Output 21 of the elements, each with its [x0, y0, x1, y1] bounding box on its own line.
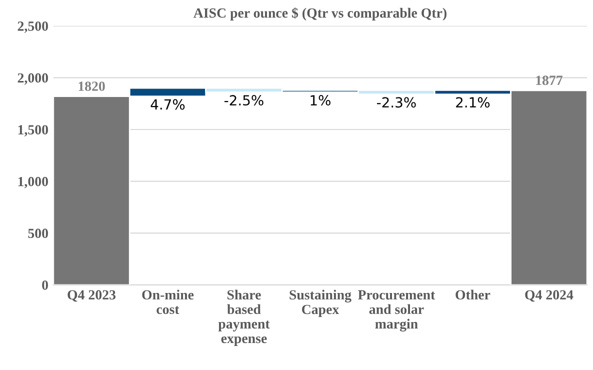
- y-tick-label: 1,000: [18, 176, 48, 188]
- chart-title: AISC per ounce $ (Qtr vs comparable Qtr): [193, 8, 446, 21]
- annotation: 1%: [310, 95, 330, 106]
- y-tick-label: 2,500: [18, 21, 48, 33]
- y-tick-label: 1,500: [18, 125, 48, 136]
- x-tick-label: Other: [456, 290, 490, 300]
- y-tick-label: 500: [28, 228, 48, 238]
- annotation: -2.3%: [376, 97, 416, 108]
- x-tick-label: Q4 2023: [68, 290, 116, 302]
- y-tick-label: 2,000: [18, 73, 48, 85]
- x-tick-label: Sustaining Capex: [290, 290, 352, 317]
- y-tick-label: 0: [42, 280, 48, 290]
- x-tick-label: Share based payment expense: [218, 290, 270, 346]
- x-tick-label: Procurement and solar margin: [358, 290, 436, 332]
- data-label: 1877: [536, 76, 562, 86]
- data-label: 1820: [78, 82, 105, 91]
- annotation: 2.1%: [456, 97, 490, 108]
- x-tick-label: On-mine cost: [142, 290, 194, 314]
- annotation: -2.5%: [224, 95, 264, 106]
- x-tick-label: Q4 2024: [525, 290, 574, 302]
- annotation: 4.7%: [150, 99, 185, 110]
